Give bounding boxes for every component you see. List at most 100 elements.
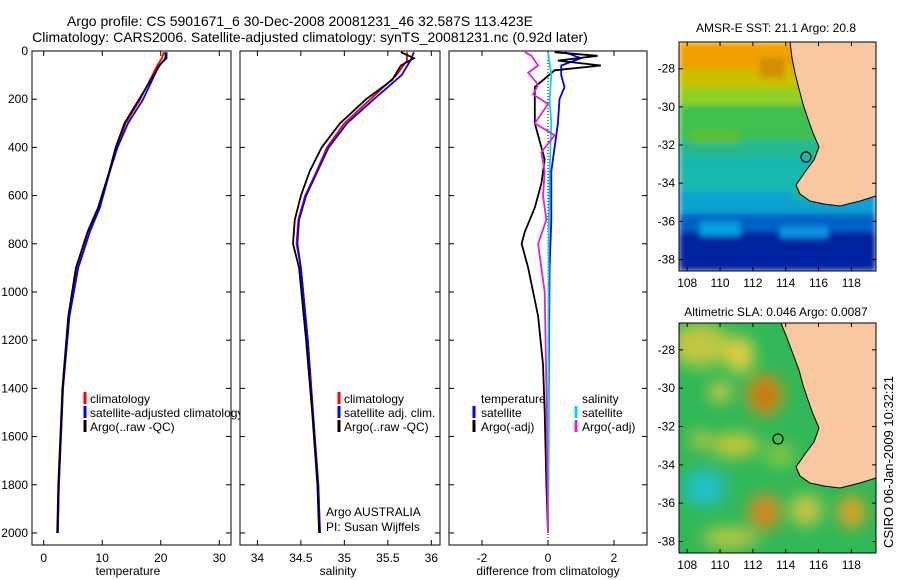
lon-tick-label: 118 [842,276,861,290]
salinity-panel: 34 34.5 35 35.5 36 climatology satellite adj… [239,50,441,578]
temperature-xlabel: temperature [96,564,161,578]
difference-xlabel: difference from climatology [476,564,619,578]
temperature-panel: 0 200 400 600 800 1000 1200 1400 1600 1800 2000 0 1… [1,44,243,578]
x-tick-label: 30 [213,551,227,565]
x-tick-label: 2 [611,551,618,565]
series-line-argo-raw-qc- [56,52,167,534]
lat-tick-label: -32 [658,420,676,434]
series-line-satellite [296,51,415,534]
lon-tick-label: 108 [677,558,697,572]
salinity-plot-frame [239,50,441,546]
lon-tick-label: 112 [743,558,762,572]
sla-map-title: Altimetric SLA: 0.046 Argo: 0.0087 [684,305,868,319]
sst-longitude-ticks: 108 110 112 114 116 118 [677,42,861,290]
y-tick-label: 800 [8,237,28,251]
difference-axis-ticks: -2 0 2 [477,51,618,565]
argo-float-marker [800,151,812,163]
legend-salinity-header: salinity [582,392,619,406]
lon-tick-label: 108 [677,276,697,290]
difference-panel: -2 0 2 temperature satellite Argo(-adj) sa… [448,50,648,578]
sla-map-panel: Altimetric SLA: 0.046 Argo: 0.0087 [658,305,877,572]
float-pi-label: PI: Susan Wijffels [326,520,420,534]
y-tick-label: 600 [8,189,28,203]
lon-tick-label: 118 [842,558,861,572]
sla-field [679,323,876,553]
legend-satellite-label: satellite-adjusted climatology [90,406,243,420]
y-tick-label: 1600 [1,430,28,444]
y-tick-label: 1800 [1,478,28,492]
lat-tick-label: -36 [658,496,676,510]
lat-tick-label: -30 [658,100,676,114]
difference-legend-temperature: temperature satellite Argo(-adj) [472,392,546,434]
difference-depth-ticks [449,50,647,534]
x-tick-label: 20 [154,551,168,565]
sla-longitude-ticks: 108 110 112 114 116 118 [677,323,861,572]
legend-temperature-header: temperature [481,392,546,406]
lat-tick-label: -28 [658,62,676,76]
legend-climatology-label: climatology [344,392,404,406]
legend-satellite-label: satellite adj. clim. [344,406,435,420]
figure-title-line1: Argo profile: CS 5901671_6 30-Dec-2008 2… [67,13,533,29]
salinity-xlabel: salinity [320,564,357,578]
series-line-temperature-satellite [547,51,584,534]
temperature-axis-ticks: 0 10 20 30 [40,51,226,565]
sst-latitude-ticks: -28 -30 -32 -34 -36 -38 [658,62,876,267]
lat-tick-label: -38 [658,535,676,549]
x-tick-label: 34 [251,551,265,565]
y-tick-label: 2000 [1,526,28,540]
lat-tick-label: -36 [658,214,676,228]
figure-title-line2: Climatology: CARS2006. Satellite-adjuste… [32,29,588,45]
y-tick-label: 1400 [1,381,28,395]
series-line-salinity-satellite [547,52,553,534]
y-tick-label: 1200 [1,333,28,347]
lat-tick-label: -28 [658,343,676,357]
sla-map-frame [678,322,877,554]
x-tick-label: 35.5 [376,551,400,565]
y-tick-label: 200 [8,92,28,106]
sla-australia-landmass [780,323,876,489]
legend-climatology-label: climatology [90,392,150,406]
temperature-legend: climatology satellite-adjusted climatolo… [83,392,243,434]
legend-temp-argo-label: Argo(-adj) [481,420,534,434]
lon-tick-label: 110 [710,558,729,572]
y-tick-label: 0 [21,44,28,58]
legend-argo-label: Argo(..raw -QC) [344,420,429,434]
lat-tick-label: -32 [658,138,676,152]
x-tick-label: 0 [545,551,552,565]
float-program-label: Argo AUSTRALIA [326,505,421,519]
sst-map-panel: AMSR-E SST: 21.1 Argo: 20.8 [658,21,877,290]
x-tick-label: 35 [338,551,352,565]
lon-tick-label: 110 [710,276,729,290]
series-line-argo-raw-qc- [292,51,416,534]
salinity-depth-ticks [240,50,440,534]
argo-float-marker [772,433,784,445]
lon-tick-label: 114 [776,276,795,290]
lat-tick-label: -34 [658,458,676,472]
legend-sal-satellite-label: satellite [582,406,623,420]
difference-legend-salinity: salinity satellite Argo(-adj) [574,392,635,434]
x-tick-label: 10 [96,551,110,565]
lon-tick-label: 112 [743,276,762,290]
depth-axis-ticks: 0 200 400 600 800 1000 1200 1400 1600 1800 2000 [1,44,231,540]
lat-tick-label: -30 [658,381,676,395]
sla-latitude-ticks: -28 -30 -32 -34 -36 -38 [658,343,876,549]
salinity-legend: climatology satellite adj. clim. Argo(..… [337,392,435,434]
sst-field [679,42,876,271]
x-tick-label: 0 [40,551,47,565]
x-tick-label: -2 [477,551,488,565]
x-tick-label: 34.5 [289,551,313,565]
lat-tick-label: -38 [658,253,676,267]
temperature-plot-frame [31,50,232,546]
lon-tick-label: 116 [809,558,828,572]
series-line-temperature-argo-adj- [520,51,601,534]
salinity-axis-ticks: 34 34.5 35 35.5 36 [251,51,438,565]
credit-stamp: CSIRO 06-Jan-2009 10:32:21 [881,376,896,548]
sst-australia-landmass [789,42,876,207]
sst-map-frame [678,41,877,272]
difference-profile-lines [520,51,601,534]
legend-sal-argo-label: Argo(-adj) [582,420,635,434]
y-tick-label: 1000 [1,285,28,299]
legend-temp-satellite-label: satellite [481,406,522,420]
temperature-profile-lines [56,51,168,534]
